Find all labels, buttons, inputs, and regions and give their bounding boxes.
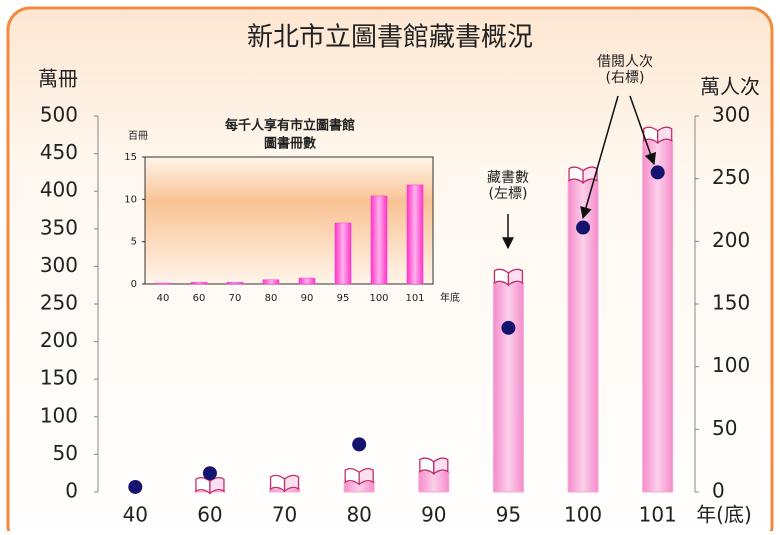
inset-bar <box>298 277 316 285</box>
inset-x-tick-label: 95 <box>337 293 350 304</box>
inset-bar <box>370 195 388 285</box>
x-axis-label: 年(底) <box>696 503 752 527</box>
inset-bar <box>226 282 244 285</box>
x-tick-label: 100 <box>564 503 602 527</box>
inset-y-tick-label: 15 <box>124 152 137 163</box>
arrow <box>580 95 619 220</box>
book-page <box>657 126 673 145</box>
y-tick-label: 50 <box>53 441 78 465</box>
inset-bar <box>154 282 172 285</box>
inset-bar <box>406 184 424 285</box>
y-tick-label: 350 <box>40 215 78 239</box>
x-tick-label: 70 <box>272 503 297 527</box>
chart-title: 新北市立圖書館藏書概況 <box>247 23 533 53</box>
book-page <box>433 457 449 475</box>
y2-tick-label: 200 <box>712 228 750 252</box>
book-page <box>568 166 584 184</box>
inset-x-tick-label: 80 <box>265 293 278 304</box>
y2-tick-label: 0 <box>712 479 725 503</box>
book-page <box>643 126 659 145</box>
dot <box>128 479 143 494</box>
book-page <box>358 467 374 486</box>
inset-x-tick-label: 40 <box>157 293 170 304</box>
inset-y-tick-label: 5 <box>131 237 137 248</box>
y-tick-label: 400 <box>40 178 78 202</box>
x-tick-label: 80 <box>346 503 371 527</box>
book-icon <box>419 457 449 475</box>
y-tick-label: 300 <box>40 253 78 277</box>
dot <box>202 466 217 481</box>
inset-y-label: 百冊 <box>128 130 148 142</box>
book-page <box>493 268 510 287</box>
dot <box>352 437 367 452</box>
y-axis-label: 萬冊 <box>38 67 78 91</box>
book-page <box>209 477 225 495</box>
x-tick-label: 40 <box>123 503 148 527</box>
y-tick-label: 100 <box>40 403 78 427</box>
book-page <box>507 268 524 287</box>
dot <box>501 320 516 335</box>
book-icon <box>195 477 225 495</box>
annotation: (左標) <box>489 186 528 202</box>
y-tick-label: 150 <box>40 366 78 390</box>
book-icon <box>493 268 524 287</box>
y-tick-label: 250 <box>40 291 78 315</box>
x-tick-label: 95 <box>496 503 521 527</box>
y2-tick-label: 300 <box>712 103 750 127</box>
inset-y-tick-label: 0 <box>131 279 137 290</box>
book-icon <box>643 126 673 145</box>
y-tick-label: 500 <box>40 103 78 127</box>
inset-x-tick-label: 100 <box>369 293 388 304</box>
annotation: 借閱人次 <box>597 54 653 70</box>
x-tick-label: 90 <box>421 503 446 527</box>
dot <box>576 220 591 235</box>
book-page <box>269 474 286 493</box>
inset-x-tick-label: 70 <box>229 293 242 304</box>
inset-x-tick-label: 90 <box>301 293 314 304</box>
y-tick-label: 200 <box>40 328 78 352</box>
y2-tick-label: 100 <box>712 353 750 377</box>
inset-x-tick-label: 60 <box>193 293 206 304</box>
book-icon <box>269 474 300 493</box>
x-tick-label: 101 <box>639 503 677 527</box>
inset-bar <box>334 222 352 285</box>
bar <box>492 282 524 493</box>
book-page <box>283 474 300 493</box>
book-page <box>195 477 211 495</box>
annotation: (右標) <box>606 70 645 86</box>
y2-tick-label: 150 <box>712 291 750 315</box>
y-tick-label: 0 <box>65 479 78 503</box>
y-tick-label: 450 <box>40 140 78 164</box>
book-page <box>419 457 435 475</box>
inset-x-label: 年底 <box>440 291 460 304</box>
bar <box>642 140 674 493</box>
x-tick-label: 60 <box>197 503 222 527</box>
arrow <box>629 95 657 166</box>
inset-bar <box>262 279 280 285</box>
inset-title: 圖書冊數 <box>264 136 316 152</box>
inset-bar <box>190 282 208 285</box>
inset-x-tick-label: 101 <box>405 293 424 304</box>
y2-tick-label: 50 <box>712 416 737 440</box>
annotation: 藏書數 <box>487 170 529 186</box>
bar <box>418 471 450 493</box>
inset-y-tick-label: 10 <box>124 194 137 205</box>
y2-tick-label: 250 <box>712 165 750 189</box>
book-page <box>344 467 360 486</box>
dot <box>650 165 665 180</box>
inset-title: 每千人享有市立圖書館 <box>225 118 355 134</box>
y2-axis-label: 萬人次 <box>700 75 760 99</box>
inset-plot <box>144 156 434 285</box>
book-icon <box>344 467 374 486</box>
